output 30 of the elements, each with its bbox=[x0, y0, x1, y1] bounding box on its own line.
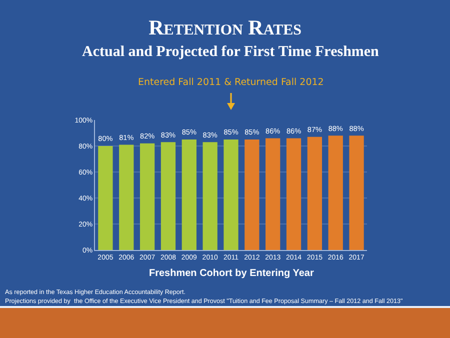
data-label: 88% bbox=[349, 124, 364, 133]
data-label: 85% bbox=[182, 128, 197, 137]
bar bbox=[160, 142, 176, 250]
bar bbox=[182, 140, 196, 250]
data-label: 88% bbox=[328, 124, 344, 133]
chart-title: Retention Rates bbox=[148, 16, 302, 40]
data-label: 85% bbox=[244, 128, 260, 137]
bar bbox=[224, 140, 238, 250]
data-label: 82% bbox=[140, 132, 156, 141]
bar bbox=[202, 142, 218, 250]
bar bbox=[140, 143, 155, 250]
data-label: 86% bbox=[286, 126, 302, 136]
bar bbox=[328, 136, 343, 250]
data-label: 83% bbox=[202, 130, 218, 140]
data-label: 80% bbox=[98, 134, 114, 144]
bar bbox=[307, 136, 322, 250]
bar bbox=[119, 144, 134, 250]
data-label: 85% bbox=[224, 128, 239, 137]
x-axis-title: Freshmen Cohort by Entering Year bbox=[149, 268, 314, 279]
chart-subtitle: Actual and Projected for First Time Freshmen bbox=[82, 44, 380, 60]
data-label: 81% bbox=[119, 132, 134, 142]
bar bbox=[349, 136, 364, 250]
data-label: 87% bbox=[307, 125, 323, 134]
bar bbox=[244, 140, 260, 250]
bar bbox=[266, 138, 280, 250]
bar bbox=[286, 138, 302, 250]
data-label: 86% bbox=[266, 126, 281, 136]
data-label: 83% bbox=[160, 130, 176, 140]
bar bbox=[98, 146, 113, 250]
text: Entered Fall 2011 & Returned Fall 2012 bbox=[138, 77, 324, 88]
